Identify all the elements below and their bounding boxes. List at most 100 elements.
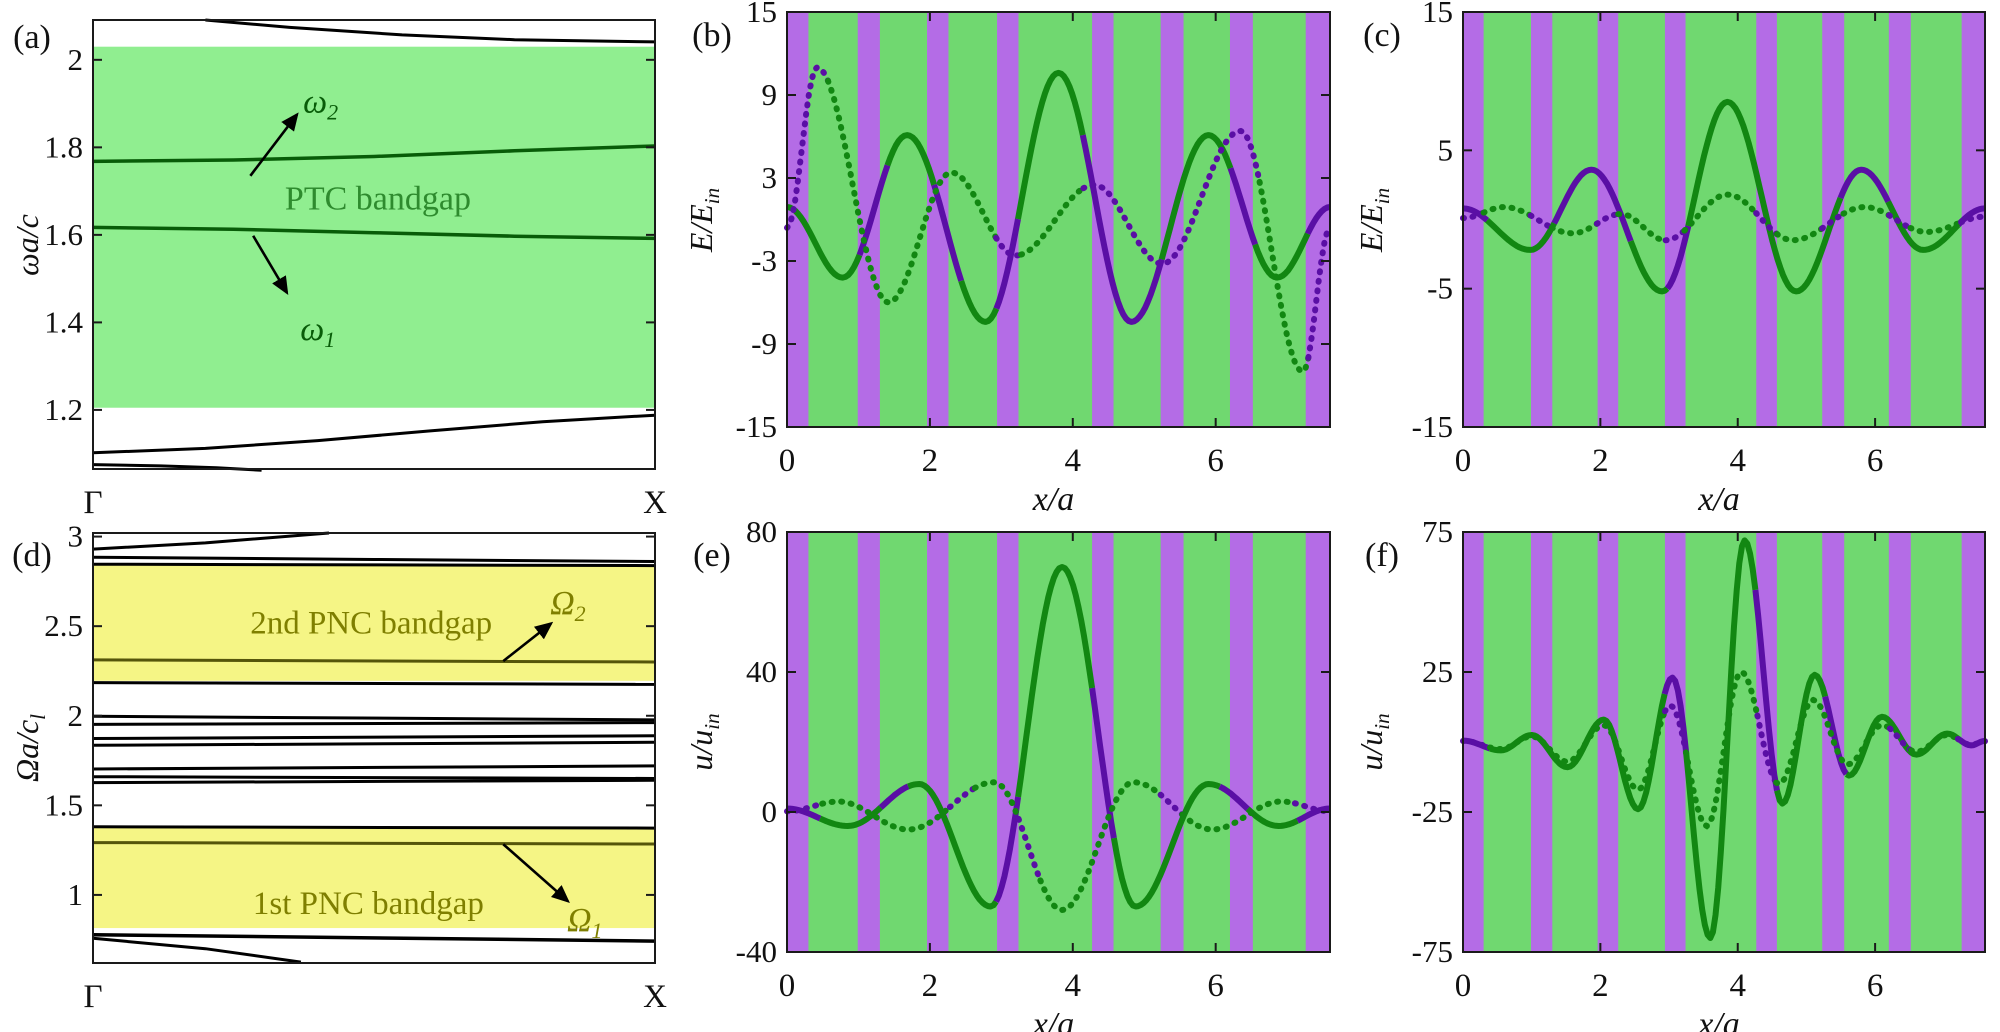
panel-f-frame — [1462, 531, 1986, 953]
panel-e-letter: (e) — [693, 537, 731, 574]
panel-c-xtick-label: 0 — [1455, 443, 1472, 479]
panel-a-letter: (a) — [13, 19, 51, 56]
panel-d-annotation-text: 1st PNC bandgap — [253, 886, 484, 922]
panel-f-dotted-curve-segment — [1773, 696, 1893, 788]
panel-e-dotted-curve-segment — [819, 798, 953, 833]
panel-c-solid-curve-segment — [1685, 98, 1844, 295]
panel-b-solid-curve-segment — [1305, 204, 1331, 236]
panel-e-stripe — [1160, 532, 1184, 952]
panel-d-band-line — [92, 721, 656, 726]
panel-a-ytick-label: 1.6 — [44, 217, 83, 252]
panel-c-dotted-curve-segment — [1958, 213, 1988, 226]
panel-c-dotted-curve-segment — [1460, 209, 1487, 222]
panel-d-annotation-arrow — [502, 621, 554, 663]
panel-a-xtick-label: X — [643, 485, 667, 521]
panel-f-dotted-curve-segment — [1662, 702, 1689, 756]
panel-f-stripe — [1664, 532, 1686, 952]
panel-b-solid-curve-segment — [993, 218, 1021, 310]
panel-b-xtick-label: 2 — [922, 443, 939, 479]
panel-e-ytick-label: -40 — [736, 934, 777, 969]
panel-c-ytick-label: 5 — [1438, 132, 1454, 167]
panel-c-dotted-curve-segment — [1548, 220, 1600, 237]
panel-d-annotation-text: 2nd PNC bandgap — [250, 606, 492, 642]
panel-e-xtick-label: 0 — [779, 968, 796, 1004]
panel-a-xtick-label: Γ — [83, 485, 102, 521]
panel-a-frame — [92, 19, 656, 470]
panel-c-xtick-label: 2 — [1592, 443, 1609, 479]
panel-d-band-line — [92, 714, 656, 722]
panel-e-dotted-curve-segment — [1179, 798, 1298, 833]
panel-d-letter: (d) — [12, 537, 52, 574]
panel-e-xtick-label: 4 — [1065, 968, 1082, 1004]
panel-f-xtick-label: 6 — [1867, 968, 1884, 1004]
panel-c-solid-curve-segment — [1627, 240, 1670, 295]
panel-b: x/a 15 9 3 -3 -9 -150 2 4 6 E/Ein (b) — [683, 0, 1333, 518]
panel-b-xtick-label: 4 — [1065, 443, 1082, 479]
panel-c-ytick-label: 15 — [1422, 0, 1453, 29]
panel-e-xtick-label: 2 — [922, 968, 939, 1004]
panel-f-xtick-label: 4 — [1729, 968, 1746, 1004]
panel-b-stripe — [997, 12, 1019, 427]
panel-d-band-line — [92, 562, 656, 568]
panel-d-band-line — [92, 936, 302, 964]
panel-e-dotted-curve-segment — [1015, 815, 1044, 884]
panel-d-band-line — [92, 734, 656, 740]
panel-f-ytick-label: -75 — [1412, 934, 1453, 969]
panel-e-frame — [786, 531, 1331, 953]
panel-c-solid-curve-segment — [1485, 218, 1557, 253]
panel-e-solid-curve-segment — [907, 781, 999, 910]
panel-a-annotation-arrow — [252, 235, 289, 295]
panel-c-solid-curve-segment — [1462, 205, 1490, 223]
panel-d-band-line — [92, 740, 656, 747]
panel-c-dotted-curve-segment — [1662, 227, 1688, 244]
panel-f-xtick-label: 2 — [1592, 968, 1609, 1004]
panel-c-xtick-label: 6 — [1867, 443, 1884, 479]
panel-b-frame — [786, 11, 1331, 428]
panel-e-ytick-label: 80 — [746, 514, 777, 549]
panel-f-dotted-curve-segment — [1886, 725, 1914, 754]
panel-f-xlabel: x/a — [1697, 1006, 1740, 1032]
panel-f-solid-curve-segment — [1661, 674, 1689, 752]
panel-c-xtick-label: 4 — [1729, 443, 1746, 479]
panel-b-dotted-curve-segment — [993, 234, 1025, 259]
panel-c-dotted-curve-segment — [1615, 210, 1669, 244]
panel-c-solid-curve-segment — [1885, 200, 1961, 253]
panel-d-band-line — [92, 681, 656, 686]
panel-e-stripe — [1229, 532, 1253, 952]
panel-c-ylabel: E/Ein — [1353, 188, 1394, 253]
panel-d-band-line — [92, 531, 330, 551]
panel-e-ytick-label: 0 — [762, 794, 778, 829]
panel-b-solid-curve-segment — [1158, 132, 1234, 261]
panel-c-frame — [1462, 11, 1986, 428]
panel-b-dotted-curve-segment — [1256, 178, 1312, 376]
panel-c: x/a 15 5 -5 -150 2 4 6 E/Ein (c) — [1353, 0, 1988, 518]
panel-b-solid-curve-segment — [1252, 232, 1311, 281]
panel-b-dotted-curve-segment — [825, 77, 1000, 306]
panel-d-xtick-label: Γ — [83, 979, 102, 1015]
panel-e-solid-curve-segment — [1245, 806, 1299, 829]
panel-e-stripe — [1305, 532, 1330, 952]
panel-d-xtick-label: X — [643, 979, 667, 1015]
panel-e-stripe — [857, 532, 880, 952]
panel-d-ytick-label: 2.5 — [44, 608, 83, 643]
panel-b-letter: (b) — [692, 17, 732, 54]
panel-f-solid-curve-segment — [1752, 589, 1780, 792]
panel-e-xlabel: x/a — [1032, 1006, 1075, 1032]
panel-a-annotation-text: PTC bandgap — [285, 181, 471, 218]
panel-b-solid-curve-segment — [1227, 167, 1259, 246]
panel-b-stripe — [927, 12, 949, 427]
panel-b-solid-curve-segment — [931, 183, 965, 282]
panel-d-frame — [92, 532, 656, 964]
panel-b-ytick-label: -3 — [751, 243, 777, 278]
panel-d-ytick-label: 1 — [68, 877, 84, 912]
panel-b-dotted-curve-segment — [1018, 185, 1087, 258]
panel-b-solid-curve-segment — [786, 204, 863, 281]
panel-e-dotted-curve-segment — [1291, 800, 1333, 815]
panel-a-band-line — [92, 413, 656, 455]
panel-c-dotted-curve-segment — [1480, 203, 1534, 219]
panel-a-annotation-arrow — [249, 112, 299, 177]
panel-b-ytick-label: 15 — [746, 0, 777, 29]
